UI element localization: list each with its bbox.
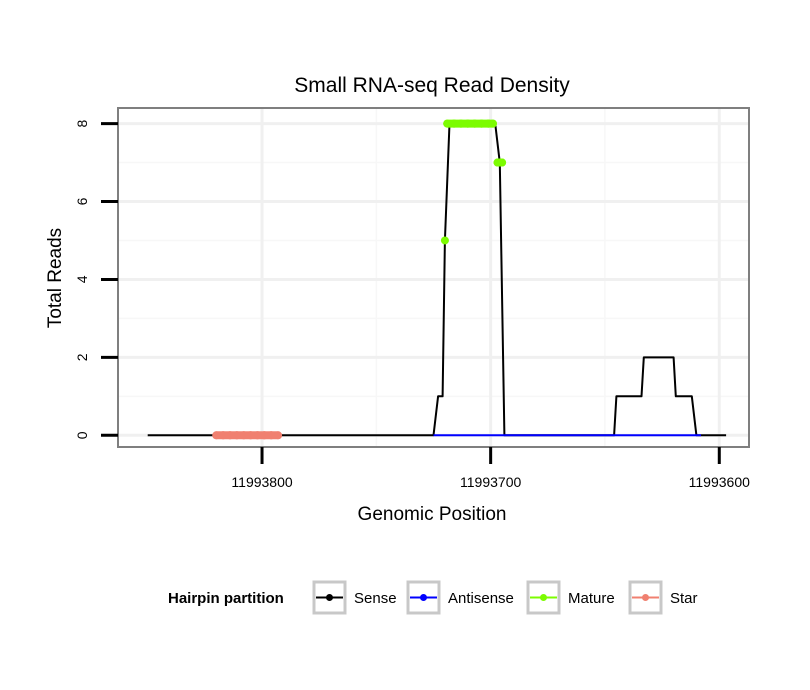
legend-label-mature: Mature xyxy=(568,590,615,607)
axes: 11993800 11993700 11993600 0 2 4 6 8 xyxy=(74,119,750,490)
legend-key-point xyxy=(420,594,427,601)
legend-title: Hairpin partition xyxy=(168,590,284,607)
legend-key-point xyxy=(326,594,333,601)
legend-key-point xyxy=(642,594,649,601)
x-tick-label: 11993700 xyxy=(460,474,521,490)
x-tick-label: 11993800 xyxy=(231,474,292,490)
legend-label-star: Star xyxy=(670,590,698,607)
x-axis-label: Genomic Position xyxy=(358,504,507,525)
plot-panel xyxy=(117,107,750,448)
x-tick-label: 11993600 xyxy=(689,474,750,490)
y-axis-label: Total Reads xyxy=(45,228,66,328)
data-series xyxy=(147,119,727,440)
y-tick-label: 8 xyxy=(74,119,90,127)
legend-key-point xyxy=(540,594,547,601)
y-tick-label: 4 xyxy=(74,275,90,283)
y-tick-label: 2 xyxy=(74,353,90,361)
plot-border xyxy=(117,107,750,448)
mature-point xyxy=(440,236,449,245)
legend: Hairpin partition Sense Antisense Mature Sta… xyxy=(168,580,698,615)
chart-title: Small RNA-seq Read Density xyxy=(294,74,570,97)
y-tick-label: 0 xyxy=(74,431,90,439)
legend-label-sense: Sense xyxy=(354,590,397,607)
y-tick-label: 6 xyxy=(74,197,90,205)
legend-label-antisense: Antisense xyxy=(448,590,514,607)
